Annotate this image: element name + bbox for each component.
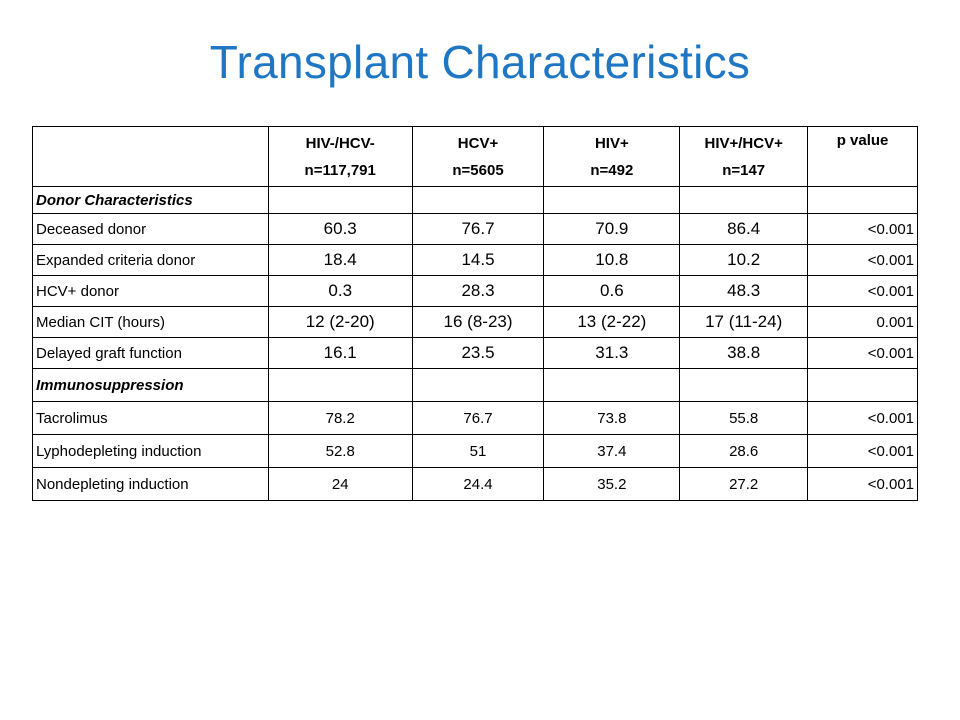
cell-value: 52.8 (267, 434, 413, 468)
header-cell: HIV+/HCV+ n=147 (679, 126, 809, 187)
section-row: Donor Characteristics (32, 186, 918, 214)
cell-value: 14.5 (411, 244, 545, 276)
row-label: Tacrolimus (32, 401, 269, 435)
row-label: HCV+ donor (32, 275, 269, 307)
column-name: p value (836, 132, 889, 149)
header-empty-cell (32, 126, 269, 187)
table-row: Delayed graft function 16.1 23.5 31.3 38… (32, 337, 918, 369)
cell-value: 16 (8-23) (411, 306, 545, 338)
row-label: Delayed graft function (32, 337, 269, 369)
cell-value: 48.3 (679, 275, 809, 307)
cell-value: 38.8 (679, 337, 809, 369)
cell-value: 0.6 (543, 275, 681, 307)
cell-value: 37.4 (543, 434, 681, 468)
cell-value: 51 (411, 434, 545, 468)
cell-value: 31.3 (543, 337, 681, 369)
column-n: n=117,791 (304, 161, 376, 179)
header-cell-p-value: p value (807, 126, 918, 187)
cell-p-value: <0.001 (807, 213, 918, 245)
cell-value: 76.7 (411, 401, 545, 435)
column-name: HIV-/HCV- (305, 134, 375, 152)
header-cell: HIV+ n=492 (543, 126, 681, 187)
header-cell: HIV-/HCV- n=117,791 (267, 126, 413, 187)
cell-value: 35.2 (543, 467, 681, 501)
cell-value: 10.2 (679, 244, 809, 276)
cell-p-value: <0.001 (807, 244, 918, 276)
cell-p-value: <0.001 (807, 434, 918, 468)
column-n: n=5605 (452, 161, 504, 179)
table-row: Nondepleting induction 24 24.4 35.2 27.2… (32, 467, 918, 501)
cell-value: 76.7 (411, 213, 545, 245)
column-n: n=147 (722, 161, 766, 179)
cell-p-value: <0.001 (807, 275, 918, 307)
cell-value: 17 (11-24) (679, 306, 809, 338)
cell-value: 24 (267, 467, 413, 501)
cell-value: 18.4 (267, 244, 413, 276)
cell-value: 24.4 (411, 467, 545, 501)
section-label: Donor Characteristics (32, 186, 269, 214)
section-row: Immunosuppression (32, 368, 918, 402)
section-label: Immunosuppression (32, 368, 269, 402)
cell-p-value: <0.001 (807, 337, 918, 369)
header-row: HIV-/HCV- n=117,791 HCV+ n=5605 HIV+ n=4… (32, 126, 918, 187)
cell-p-value: 0.001 (807, 306, 918, 338)
table-row: Median CIT (hours) 12 (2-20) 16 (8-23) 1… (32, 306, 918, 338)
column-n: n=492 (590, 161, 634, 179)
cell-value: 16.1 (267, 337, 413, 369)
table-row: Expanded criteria donor 18.4 14.5 10.8 1… (32, 244, 918, 276)
header-cell: HCV+ n=5605 (411, 126, 545, 187)
row-label: Expanded criteria donor (32, 244, 269, 276)
column-name: HIV+/HCV+ (704, 134, 783, 152)
cell-p-value: <0.001 (807, 401, 918, 435)
cell-value: 0.3 (267, 275, 413, 307)
cell-value: 60.3 (267, 213, 413, 245)
table-row: Deceased donor 60.3 76.7 70.9 86.4 <0.00… (32, 213, 918, 245)
cell-value: 13 (2-22) (543, 306, 681, 338)
cell-value: 27.2 (679, 467, 809, 501)
table-row: Lyphodepleting induction 52.8 51 37.4 28… (32, 434, 918, 468)
table-row: HCV+ donor 0.3 28.3 0.6 48.3 <0.001 (32, 275, 918, 307)
column-name: HIV+ (594, 134, 629, 152)
column-name: HCV+ (457, 134, 499, 152)
cell-value: 86.4 (679, 213, 809, 245)
cell-value: 70.9 (543, 213, 681, 245)
cell-value: 28.6 (679, 434, 809, 468)
cell-value: 28.3 (411, 275, 545, 307)
cell-p-value: <0.001 (807, 467, 918, 501)
cell-value: 73.8 (543, 401, 681, 435)
cell-value: 10.8 (543, 244, 681, 276)
table-row: Tacrolimus 78.2 76.7 73.8 55.8 <0.001 (32, 401, 918, 435)
row-label: Lyphodepleting induction (32, 434, 269, 468)
slide-title: Transplant Characteristics (209, 36, 751, 88)
characteristics-table: HIV-/HCV- n=117,791 HCV+ n=5605 HIV+ n=4… (32, 126, 918, 501)
cell-value: 78.2 (267, 401, 413, 435)
cell-value: 55.8 (679, 401, 809, 435)
row-label: Nondepleting induction (32, 467, 269, 501)
cell-value: 12 (2-20) (267, 306, 413, 338)
row-label: Median CIT (hours) (32, 306, 269, 338)
row-label: Deceased donor (32, 213, 269, 245)
cell-value: 23.5 (411, 337, 545, 369)
